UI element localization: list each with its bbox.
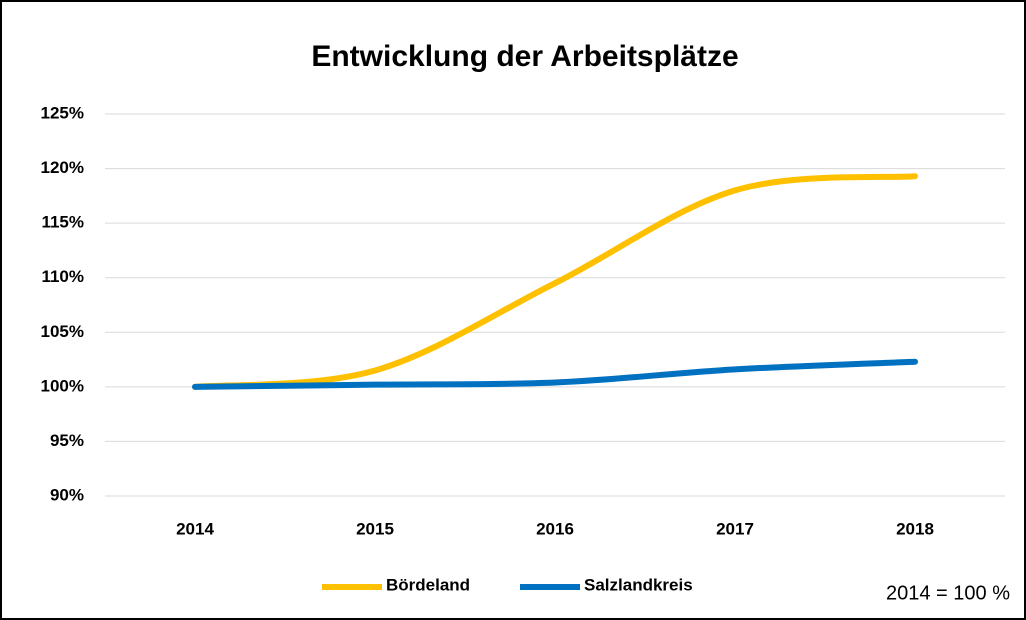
y-tick-label: 110% [41, 267, 84, 286]
x-tick-label: 2016 [536, 519, 574, 538]
x-tick-label: 2014 [176, 519, 214, 538]
y-tick-label: 125% [41, 103, 84, 122]
x-tick-label: 2018 [896, 519, 934, 538]
y-tick-label: 120% [41, 158, 84, 177]
legend-label: Bördeland [386, 575, 470, 594]
y-tick-label: 100% [41, 376, 84, 395]
series-line [192, 173, 918, 390]
annotation: 2014 = 100 % [886, 582, 1010, 604]
x-tick-label: 2015 [356, 519, 394, 538]
y-tick-label: 90% [50, 485, 84, 504]
y-tick-label: 105% [41, 322, 84, 341]
legend-label: Salzlandkreis [584, 575, 693, 594]
y-tick-label: 115% [41, 213, 84, 232]
x-tick-label: 2017 [716, 519, 754, 538]
series-line [192, 358, 918, 390]
chart-title: Entwicklung der Arbeitsplätze [311, 40, 738, 73]
y-tick-label: 95% [50, 431, 84, 450]
